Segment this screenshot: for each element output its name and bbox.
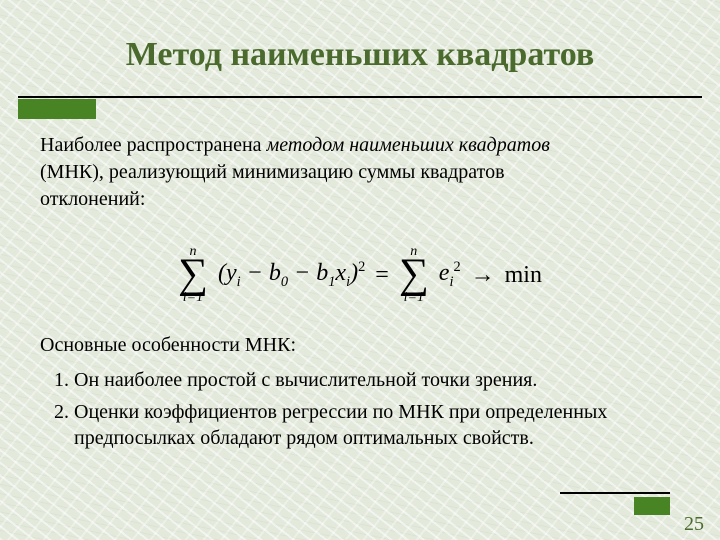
top-divider <box>18 96 702 98</box>
slide-title: Метод наименьших квадратов <box>0 36 720 74</box>
paren-open: ( <box>218 260 226 286</box>
ols-formula: n ∑ i=1 (yi − b0 − b1xi)2 = n ∑ i=1 ei2 … <box>178 242 542 308</box>
lhs-expression: (yi − b0 − b1xi)2 <box>218 257 365 292</box>
var-b1: b <box>316 260 328 286</box>
feature-item: Оценки коэффициентов регрессии по МНК пр… <box>74 399 680 451</box>
min-text: min <box>505 259 542 291</box>
paren-close: ) <box>350 260 358 286</box>
var-e-pow: 2 <box>453 259 460 275</box>
var-x: x <box>335 260 346 286</box>
features-list: Он наиболее простой с вычислительной точ… <box>46 367 680 451</box>
arrow-symbol: → <box>471 259 495 291</box>
var-e: e <box>439 260 450 286</box>
slide: Метод наименьших квадратов Наиболее расп… <box>0 0 720 540</box>
sum-upper-left: n <box>189 245 196 259</box>
intro-paragraph: Наиболее распространена методом наименьш… <box>40 132 680 213</box>
intro-line3: отклонений: <box>40 188 145 210</box>
features-heading: Основные особенности МНК: <box>40 332 680 359</box>
formula-container: n ∑ i=1 (yi − b0 − b1xi)2 = n ∑ i=1 ei2 … <box>40 233 680 308</box>
sum-lower-left: i=1 <box>183 291 203 305</box>
bottom-divider <box>560 492 670 494</box>
var-y: y <box>226 260 237 286</box>
var-e-sub: i <box>449 274 453 290</box>
lhs-power: 2 <box>358 259 365 275</box>
accent-block-top <box>18 99 96 119</box>
accent-block-bottom <box>634 497 670 515</box>
feature-item: Он наиболее простой с вычислительной точ… <box>74 367 680 393</box>
sigma-glyph-left: ∑ <box>178 256 208 294</box>
var-b0: b <box>269 260 281 286</box>
minus2: − <box>288 260 316 286</box>
intro-pre: Наиболее распространена <box>40 134 267 156</box>
rhs-expression: ei2 <box>439 257 461 292</box>
minus1: − <box>241 260 269 286</box>
sum-symbol-right: n ∑ i=1 <box>399 242 429 308</box>
equals-sign: = <box>375 259 389 291</box>
sum-symbol-left: n ∑ i=1 <box>178 242 208 308</box>
slide-body: Наиболее распространена методом наименьш… <box>40 132 680 457</box>
sigma-glyph-right: ∑ <box>399 256 429 294</box>
page-number: 25 <box>684 514 702 534</box>
var-b0-sub: 0 <box>281 274 288 290</box>
intro-line2: (МНК), реализующий минимизацию суммы ква… <box>40 161 505 183</box>
intro-emph: методом наименьших квадратов <box>267 134 550 156</box>
sum-upper-right: n <box>410 245 417 259</box>
sum-lower-right: i=1 <box>404 291 424 305</box>
